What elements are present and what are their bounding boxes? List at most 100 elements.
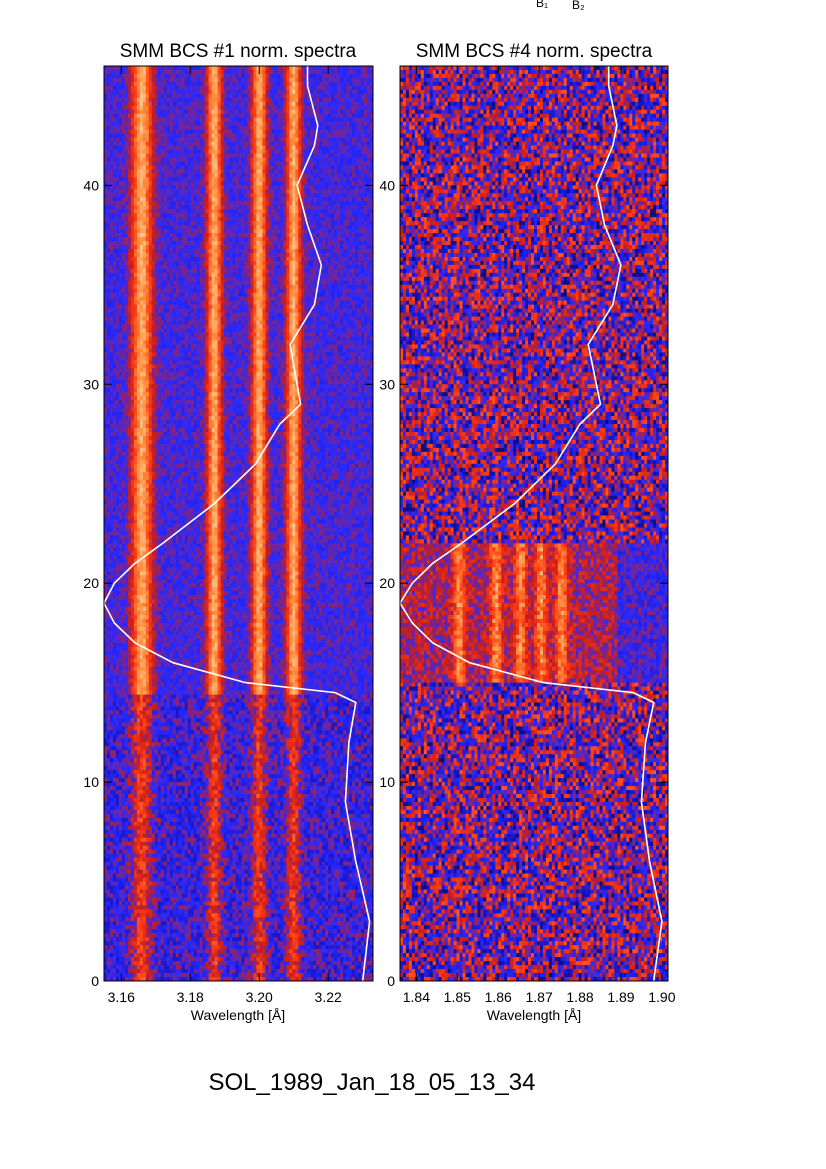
heatmap-cell [133,137,138,142]
heatmap-cell [295,105,299,111]
heatmap-cell [280,85,284,91]
heatmap-cell [175,141,180,146]
heatmap-cell [127,149,132,154]
heatmap-cell [142,177,147,182]
heatmap-cell [211,137,215,142]
heatmap-cell [304,77,308,83]
heatmap-cell [301,141,305,146]
heatmap-cell [181,249,186,254]
heatmap-cell [262,189,266,194]
heatmap-cell [112,256,117,262]
heatmap-cell [229,193,233,198]
heatmap-cell [325,225,329,230]
heatmap-cell [104,197,108,202]
heatmap-cell [166,177,171,182]
heatmap-cell [124,77,129,83]
heatmap-cell [343,221,347,226]
heatmap-cell [259,85,263,91]
heatmap-cell [262,125,266,131]
heatmap-cell [139,181,144,186]
heatmap-cell [262,217,266,222]
heatmap-cell [331,125,335,131]
heatmap-cell [367,225,371,230]
heatmap-cell [268,97,272,103]
heatmap-cell [313,73,317,79]
heatmap-cell [322,193,326,198]
heatmap-cell [331,133,335,139]
heatmap-cell [280,209,284,214]
heatmap-cell [346,81,350,87]
heatmap-cell [277,264,281,270]
heatmap-cell [313,280,317,286]
heatmap-cell [238,105,242,111]
heatmap-cell [256,153,260,158]
heatmap-cell [262,129,266,135]
heatmap-cell [370,66,373,71]
heatmap-cell [157,77,162,83]
heatmap-cell [292,280,296,286]
heatmap-cell [223,181,227,186]
heatmap-cell [268,89,272,95]
heatmap-cell [310,113,314,119]
heatmap-cell [307,260,311,266]
heatmap-cell [127,189,132,194]
heatmap-cell [283,245,287,250]
heatmap-cell [235,113,239,119]
heatmap-cell [208,229,212,234]
heatmap-cell [151,149,156,154]
heatmap-cell [106,97,111,103]
heatmap-cell [283,153,287,158]
heatmap-cell [352,272,356,278]
heatmap-cell [316,245,320,250]
heatmap-cell [295,221,299,226]
heatmap-cell [148,73,153,79]
heatmap-cell [253,173,257,178]
heatmap-cell [118,185,123,190]
heatmap-cell [121,249,126,254]
heatmap-cell [202,141,207,146]
heatmap-cell [325,105,329,111]
heatmap-cell [202,129,207,135]
heatmap-cell [217,113,221,119]
heatmap-cell [346,233,350,238]
heatmap-cell [307,105,311,111]
heatmap-cell [196,268,201,274]
heatmap-cell [250,145,254,150]
heatmap-cell [160,66,165,71]
heatmap-cell [199,169,204,174]
heatmap-cell [319,237,323,242]
heatmap-cell [319,89,323,95]
heatmap-cell [337,280,341,286]
heatmap-cell [247,97,251,103]
heatmap-cell [211,284,215,290]
heatmap-cell [175,93,180,99]
heatmap-cell [163,73,168,79]
heatmap-cell [289,181,293,186]
heatmap-cell [280,221,284,226]
heatmap-cell [121,109,126,115]
heatmap-cell [112,117,117,123]
heatmap-cell [139,73,144,79]
heatmap-cell [298,205,302,210]
heatmap-cell [154,280,159,286]
heatmap-cell [256,229,260,234]
heatmap-cell [118,81,123,87]
heatmap-cell [349,189,353,194]
heatmap-cell [118,252,123,258]
heatmap-cell [127,145,132,150]
heatmap-cell [331,117,335,123]
heatmap-cell [142,256,147,262]
heatmap-cell [220,280,224,286]
heatmap-cell [343,268,347,274]
heatmap-cell [148,276,153,282]
heatmap-cell [337,225,341,230]
heatmap-cell [112,93,117,99]
heatmap-cell [118,193,123,198]
heatmap-cell [220,149,224,154]
heatmap-cell [349,264,353,270]
heatmap-cell [169,77,174,83]
heatmap-cell [106,260,111,266]
heatmap-cell [280,185,284,190]
heatmap-cell [220,181,224,186]
heatmap-cell [196,141,201,146]
